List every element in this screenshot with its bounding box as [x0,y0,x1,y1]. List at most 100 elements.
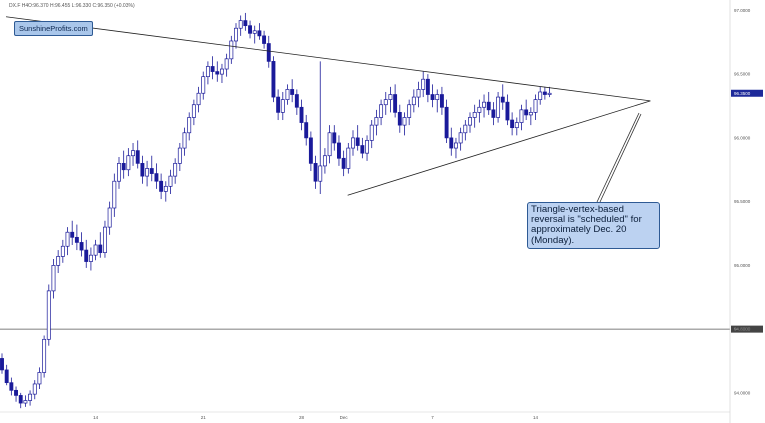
candle-body [332,132,337,144]
candle-body [117,163,121,182]
candle-body [444,106,449,139]
candle-body [290,89,295,95]
candle-body [257,30,262,37]
candle-body [131,150,135,157]
candle-body [360,145,365,154]
chart-levels: 94.5000 [0,325,763,333]
candle-body [285,89,290,100]
annotation-callout: Triangle-vertex-based reversal is "sched… [527,202,660,249]
candle-body [248,25,252,34]
candle-body [299,106,304,123]
candle-body [528,112,533,116]
candle-body [397,112,402,126]
candle-body [187,117,192,134]
candle-body [294,94,299,108]
candle-body [210,66,215,72]
candle-body [510,119,515,129]
candle-body [491,109,496,118]
level-price-label: 94.5000 [734,327,751,332]
candle-body [542,91,547,95]
candle-body [229,40,234,60]
candle-body [341,157,346,169]
candle-body [435,94,440,100]
candle-body [411,96,416,106]
candle-body [337,142,341,159]
candle-body [407,104,412,118]
candle-body [196,92,201,106]
trendline-lower [347,100,651,196]
candle-body [369,124,374,141]
chart-trendlines [5,16,651,203]
candle-body [0,358,4,371]
level-price-tag [731,325,763,333]
candle-body [472,112,477,118]
y-tick-label: 96.5000 [734,72,751,77]
candle-body [388,94,393,100]
candle-body [154,173,159,182]
candle-body [318,165,323,182]
candle-body [28,393,33,401]
candle-body [84,249,89,262]
candle-body [46,290,51,340]
candle-body [215,71,220,75]
candle-body [458,132,463,144]
candle-body [103,226,107,253]
x-tick-label: 21 [201,415,207,420]
candle-body [393,94,398,113]
candle-body [463,124,468,134]
candle-body [500,96,505,103]
x-tick-label: 7 [431,415,434,420]
candle-body [173,163,178,177]
candle-body [477,106,482,113]
candle-body [182,132,187,149]
candle-body [18,395,23,404]
candle-body [220,68,224,75]
candle-body [168,175,173,187]
y-tick-label: 94.0000 [734,390,751,395]
candle-body [60,245,65,257]
candle-body [313,163,318,182]
candle-body [421,78,426,90]
callout-pointer-line [599,113,642,203]
candle-body [308,137,313,164]
candle-body [9,382,14,391]
candle-body [23,400,28,404]
candle-body [112,180,117,209]
x-tick-label: 14 [533,415,539,420]
candle-body [327,132,332,157]
y-tick-label: 96.0000 [734,135,751,140]
candle-body [191,104,196,118]
candle-body [70,231,75,238]
x-tick-label: Dec [340,415,349,420]
candle-body [355,137,360,146]
chart-candles [0,12,552,409]
candle-body [51,265,56,292]
chart-ohlc-readout: O:96.370 H:96.455 L:96.330 C:96.350 (+0.… [28,3,135,9]
candle-body [276,96,281,113]
candle-body [524,109,529,116]
candle-body [505,101,510,121]
candle-body [547,92,552,95]
candle-body [56,256,61,266]
candle-body [351,137,355,149]
candle-body [140,163,145,177]
candle-body [486,101,491,111]
candle-body [374,117,379,126]
candle-body [346,147,351,169]
x-tick-label: 28 [299,415,305,420]
candle-body [519,109,524,123]
candle-body [243,20,248,27]
candle-body [126,155,131,171]
x-tick-label: 14 [93,415,99,420]
candle-body [74,236,79,243]
last-price-tag [731,89,763,97]
candle-body [538,91,543,100]
candle-body [205,66,210,78]
candle-body [42,338,47,373]
candle-body [514,122,519,129]
candle-body [468,117,472,126]
candle-body [93,244,98,256]
